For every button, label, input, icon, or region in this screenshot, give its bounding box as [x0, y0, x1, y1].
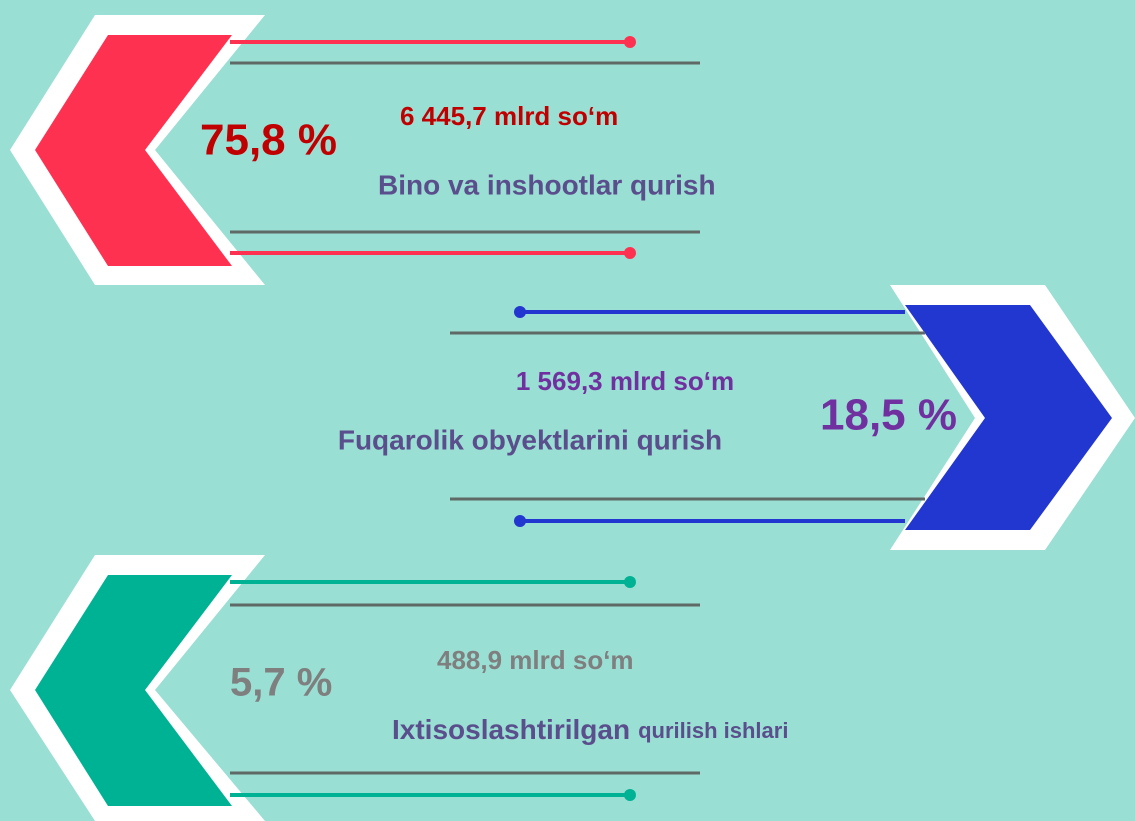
line-dot: [624, 247, 636, 259]
amount: 488,9 mlrd so‘m: [437, 645, 634, 675]
amount: 1 569,3 mlrd so‘m: [516, 366, 734, 396]
chevron: [35, 575, 232, 806]
label: Bino va inshootlar qurish: [378, 169, 716, 200]
line-dot: [624, 36, 636, 48]
line-dot: [514, 515, 526, 527]
percent: 5,7 %: [230, 661, 332, 705]
amount: 6 445,7 mlrd so‘m: [400, 101, 618, 131]
item-red: 75,8 % 6 445,7 mlrd so‘m Bino va inshoot…: [10, 15, 716, 285]
line-dot: [624, 576, 636, 588]
chevron: [35, 35, 232, 266]
percent: 18,5 %: [820, 391, 957, 440]
line-dot: [624, 789, 636, 801]
chevron: [905, 305, 1112, 530]
item-teal: 5,7 % 488,9 mlrd so‘m Ixtisoslashtirilga…: [10, 555, 788, 821]
percent: 75,8 %: [200, 116, 337, 165]
item-blue: 1 569,3 mlrd so‘m Fuqarolik obyektlarini…: [338, 285, 1135, 550]
label-small: qurilish ishlari: [638, 718, 788, 743]
label-main: Ixtisoslashtirilgan: [392, 714, 630, 745]
line-dot: [514, 306, 526, 318]
label: Ixtisoslashtirilgan qurilish ishlari: [392, 714, 788, 745]
label: Fuqarolik obyektlarini qurish: [338, 424, 722, 455]
